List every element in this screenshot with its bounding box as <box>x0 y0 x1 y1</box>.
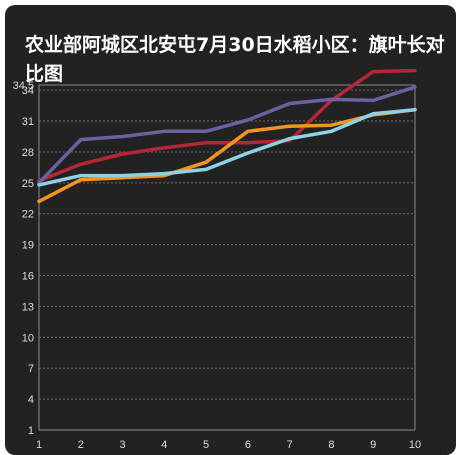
y-tick-label: 1 <box>28 425 34 437</box>
x-tick-label: 2 <box>78 439 84 451</box>
y-tick-label: 22 <box>22 209 34 221</box>
x-tick-label: 3 <box>119 439 125 451</box>
chart-title: 农业部阿城区北安屯7月30日水稻小区：旗叶长对比图 <box>25 34 445 85</box>
series-line-2 <box>37 85 417 185</box>
x-tick-label: 9 <box>370 439 376 451</box>
chart-card: 农业部阿城区北安屯7月30日水稻小区：旗叶长对比图 1 4 7 10 13 16 19 22 2… <box>5 5 456 455</box>
y-tick-label: 28 <box>22 147 34 159</box>
x-tick-label: 6 <box>245 439 251 451</box>
y-tick-label: 7 <box>28 363 34 375</box>
x-tick-label: 5 <box>203 439 209 451</box>
y-tick-label: 16 <box>22 271 34 283</box>
series-line-1 <box>37 68 417 183</box>
y-tick-label: 4 <box>28 394 34 406</box>
y-tick-label: 19 <box>22 240 34 252</box>
x-tick-label: 4 <box>161 439 167 451</box>
y-tick-label: 34 <box>22 85 34 97</box>
y-tick-label: 25 <box>22 178 34 190</box>
x-tick-label: 7 <box>287 439 293 451</box>
y-tick-label: 10 <box>22 332 34 344</box>
series-line-3 <box>37 107 417 204</box>
y-tick-label: 13 <box>22 301 34 313</box>
x-tick-label: 10 <box>409 439 421 451</box>
y-tick-label: 34.5 <box>13 80 34 92</box>
x-tick-label: 1 <box>36 439 42 451</box>
series-line-4 <box>37 107 417 187</box>
x-tick-label: 8 <box>328 439 334 451</box>
y-tick-label: 31 <box>22 116 34 128</box>
